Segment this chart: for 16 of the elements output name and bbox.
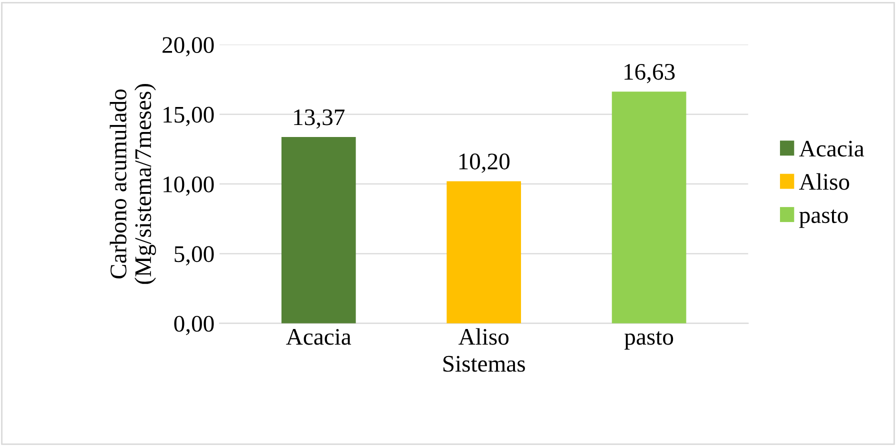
- x-tick-label: Acacia: [286, 328, 352, 345]
- x-tick-label: pasto: [624, 331, 674, 350]
- legend-label: Acacia: [799, 140, 864, 157]
- y-tick-label: 10,00: [164, 176, 214, 196]
- legend-label: pasto: [799, 210, 848, 228]
- legend-label: Aliso: [799, 173, 850, 190]
- y-tick-label: 0,00: [174, 316, 214, 336]
- data-label: 13,37: [294, 109, 345, 129]
- y-tick-label: 20,00: [162, 37, 214, 56]
- y-tick-label: 5,00: [174, 246, 214, 266]
- data-label: 10,20: [459, 154, 510, 173]
- x-axis-title: Sistemas: [443, 356, 525, 372]
- y-tick-label: 15,00: [164, 106, 214, 126]
- y-axis-title: Carbono acumulado (Mg/sistema/7meses): [110, 84, 156, 284]
- x-tick-label: Aliso: [458, 328, 509, 345]
- data-label: 16,63: [624, 64, 675, 84]
